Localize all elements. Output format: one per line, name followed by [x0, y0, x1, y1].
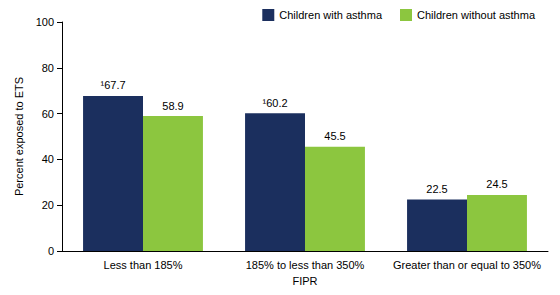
- svg-text:45.5: 45.5: [324, 130, 345, 142]
- svg-text:¹67.7: ¹67.7: [100, 79, 125, 91]
- svg-text:Less than 185%: Less than 185%: [104, 259, 183, 271]
- svg-text:20: 20: [42, 199, 54, 211]
- svg-text:0: 0: [48, 245, 54, 257]
- svg-text:100: 100: [36, 16, 54, 28]
- svg-text:58.9: 58.9: [162, 100, 183, 112]
- svg-text:185% to less than 350%: 185% to less than 350%: [246, 259, 365, 271]
- svg-text:¹60.2: ¹60.2: [262, 97, 287, 109]
- svg-text:24.5: 24.5: [486, 178, 507, 190]
- svg-text:60: 60: [42, 108, 54, 120]
- svg-text:Children without asthma: Children without asthma: [417, 9, 536, 21]
- svg-text:FIPR: FIPR: [292, 275, 317, 287]
- svg-text:Greater than or equal to 350%: Greater than or equal to 350%: [393, 259, 541, 271]
- svg-text:80: 80: [42, 62, 54, 74]
- svg-text:Percent exposed to ETS: Percent exposed to ETS: [13, 77, 25, 196]
- svg-text:22.5: 22.5: [426, 183, 447, 195]
- svg-text:40: 40: [42, 153, 54, 165]
- svg-text:Children with asthma: Children with asthma: [279, 9, 383, 21]
